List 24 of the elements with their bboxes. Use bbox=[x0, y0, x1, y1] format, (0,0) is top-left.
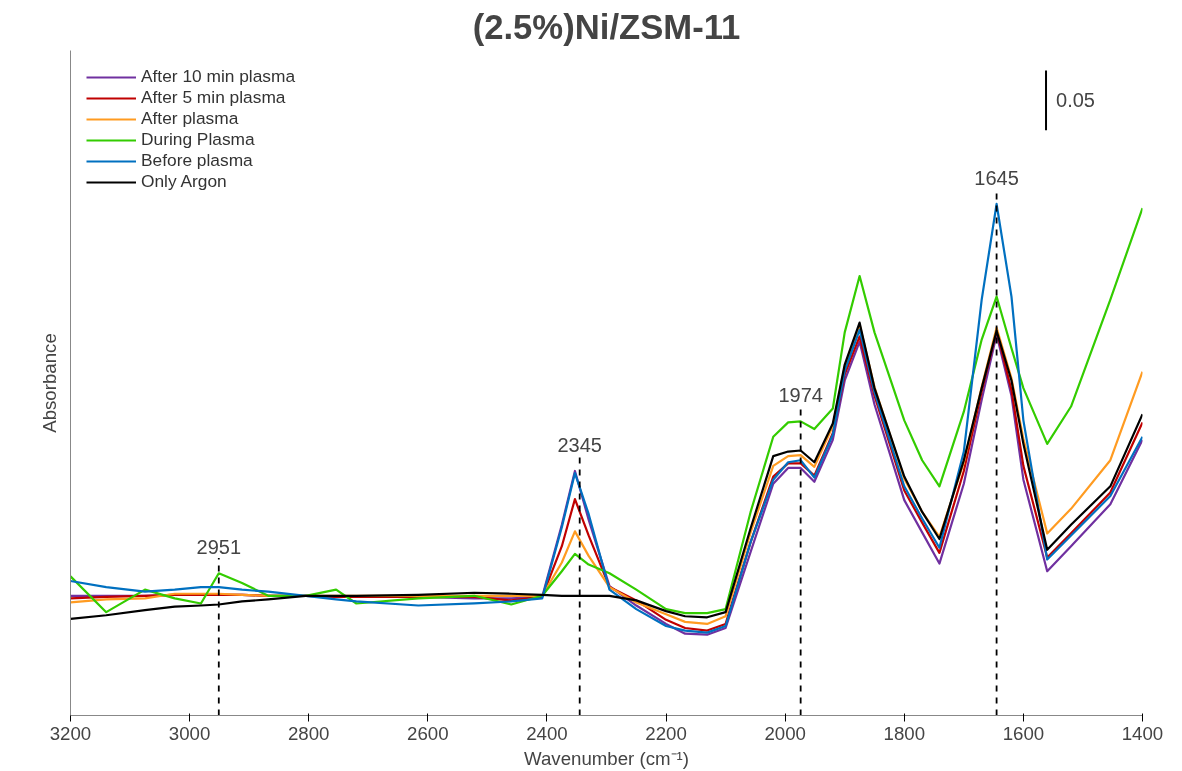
ref-line-label: 2951 bbox=[196, 535, 242, 558]
legend-label: After 5 min plasma bbox=[141, 87, 286, 108]
legend-label: Only Argon bbox=[141, 171, 227, 192]
x-tick-label: 1400 bbox=[1121, 722, 1164, 744]
ref-line-label: 2345 bbox=[557, 433, 602, 456]
x-tick-label: 2200 bbox=[645, 722, 687, 744]
legend-label: After 10 min plasma bbox=[141, 66, 296, 87]
x-tick-label: 3000 bbox=[168, 722, 211, 744]
x-tick-label: 1600 bbox=[1002, 722, 1045, 744]
legend-label: After plasma bbox=[141, 108, 239, 129]
legend-label: Before plasma bbox=[141, 150, 253, 171]
x-tick-label: 1800 bbox=[883, 722, 926, 744]
x-axis-title: Wavenumber (cm⁻¹) bbox=[524, 747, 689, 769]
x-tick-label: 2800 bbox=[287, 722, 330, 744]
x-tick-label: 2600 bbox=[407, 722, 449, 744]
x-tick-label: 2400 bbox=[526, 722, 568, 744]
ref-line-label: 1974 bbox=[778, 384, 823, 407]
text: 0.05 bbox=[1056, 89, 1095, 112]
x-tick-label: 3200 bbox=[49, 722, 92, 744]
y-axis-title: Absorbance bbox=[38, 333, 60, 433]
chart-title: (2.5%)Ni/ZSM-11 bbox=[472, 7, 741, 46]
x-tick-label: 2000 bbox=[764, 722, 806, 744]
ref-line-label: 1645 bbox=[974, 166, 1019, 189]
legend-label: During Plasma bbox=[141, 129, 255, 150]
